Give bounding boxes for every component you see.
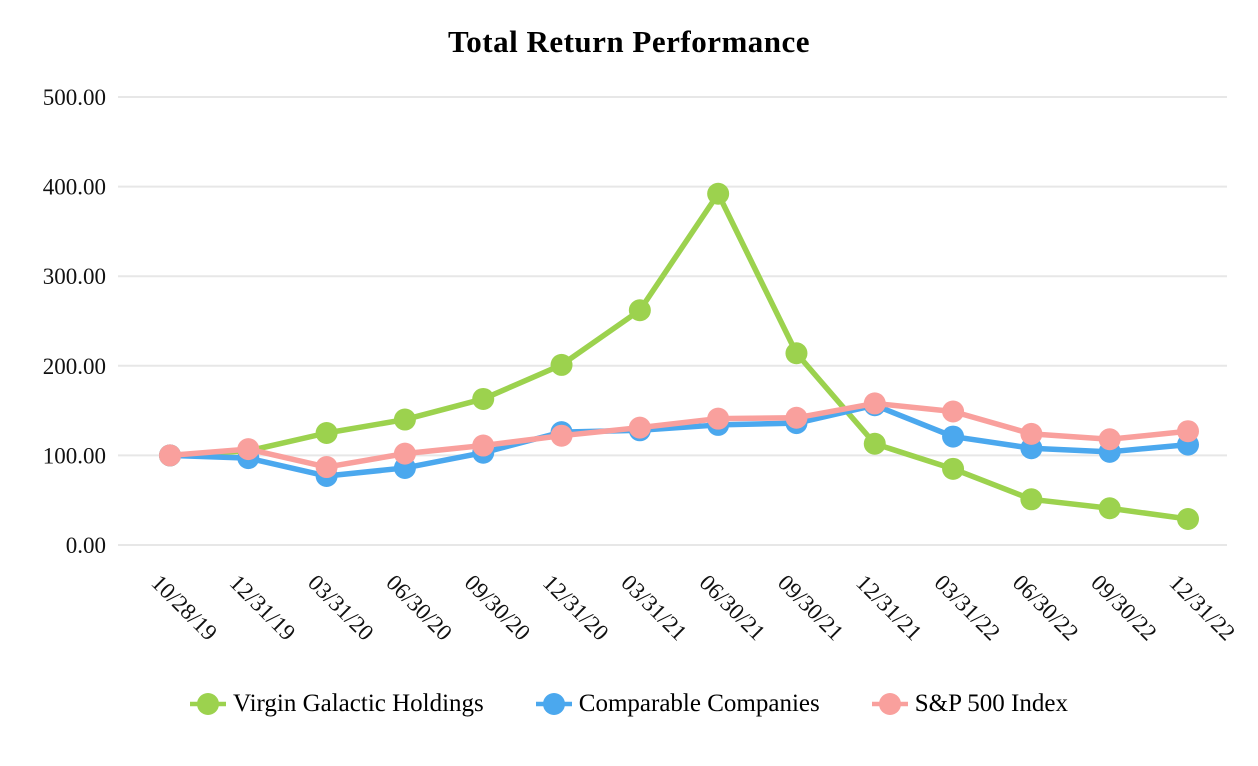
y-tick-label: 400.00 bbox=[43, 175, 106, 200]
x-tick-label: 09/30/21 bbox=[773, 570, 849, 646]
x-tick-label: 12/31/20 bbox=[538, 570, 614, 646]
x-tick-label: 06/30/21 bbox=[695, 570, 771, 646]
data-point-virgin-galactic-holdings bbox=[393, 408, 416, 431]
data-point-comparable-companies bbox=[942, 425, 965, 448]
legend-marker-icon bbox=[535, 693, 572, 715]
data-point-s-p-500-index bbox=[393, 442, 416, 465]
data-point-virgin-galactic-holdings bbox=[472, 387, 495, 410]
x-tick-label: 09/30/22 bbox=[1086, 570, 1162, 646]
legend: Virgin Galactic Holdings Comparable Compa… bbox=[0, 690, 1258, 718]
series-line-comparable-companies bbox=[167, 402, 1191, 479]
data-point-s-p-500-index bbox=[707, 407, 730, 430]
legend-item-comparable-companies: Comparable Companies bbox=[535, 690, 820, 718]
data-point-s-p-500-index bbox=[159, 444, 181, 467]
data-point-s-p-500-index bbox=[863, 392, 886, 415]
data-point-virgin-galactic-holdings bbox=[1098, 497, 1121, 520]
x-tick-label: 12/31/19 bbox=[225, 570, 301, 646]
x-tick-label: 06/30/20 bbox=[381, 570, 457, 646]
data-point-virgin-galactic-holdings bbox=[942, 457, 965, 480]
legend-marker-icon bbox=[190, 693, 227, 715]
x-tick-label: 09/30/20 bbox=[460, 570, 536, 646]
x-tick-label: 10/28/19 bbox=[146, 570, 222, 646]
data-point-virgin-galactic-holdings bbox=[550, 353, 573, 376]
data-point-virgin-galactic-holdings bbox=[1020, 488, 1043, 511]
x-tick-label: 06/30/22 bbox=[1008, 570, 1084, 646]
series-line-virgin-galactic-holdings bbox=[167, 191, 1191, 522]
y-tick-label: 500.00 bbox=[43, 85, 106, 110]
y-tick-label: 0.00 bbox=[66, 533, 106, 558]
data-point-s-p-500-index bbox=[1177, 420, 1199, 443]
x-tick-label: 12/31/22 bbox=[1164, 570, 1240, 646]
y-tick-label: 200.00 bbox=[43, 354, 106, 379]
legend-item-virgin-galactic-holdings: Virgin Galactic Holdings bbox=[190, 690, 484, 718]
data-point-virgin-galactic-holdings bbox=[1177, 508, 1199, 531]
x-tick-label: 03/31/20 bbox=[303, 570, 379, 646]
data-point-virgin-galactic-holdings bbox=[315, 422, 338, 444]
legend-label: Comparable Companies bbox=[578, 690, 820, 717]
data-point-virgin-galactic-holdings bbox=[785, 342, 808, 365]
data-point-s-p-500-index bbox=[550, 424, 573, 447]
y-tick-label: 100.00 bbox=[43, 443, 106, 468]
legend-label: Virgin Galactic Holdings bbox=[233, 690, 484, 717]
data-point-s-p-500-index bbox=[1098, 428, 1121, 451]
x-tick-label: 03/31/22 bbox=[930, 570, 1006, 646]
legend-label: S&P 500 Index bbox=[914, 690, 1068, 717]
data-point-virgin-galactic-holdings bbox=[863, 432, 886, 455]
x-tick-label: 12/31/21 bbox=[851, 570, 927, 646]
data-point-virgin-galactic-holdings bbox=[707, 182, 730, 205]
chart-title: Total Return Performance bbox=[447, 24, 811, 59]
x-tick-label: 03/31/21 bbox=[616, 570, 692, 646]
legend-marker-icon bbox=[871, 693, 908, 715]
data-point-s-p-500-index bbox=[785, 406, 808, 429]
data-point-s-p-500-index bbox=[628, 416, 651, 439]
data-point-s-p-500-index bbox=[1020, 422, 1043, 445]
data-point-s-p-500-index bbox=[315, 456, 338, 479]
y-tick-label: 300.00 bbox=[43, 264, 106, 289]
data-point-s-p-500-index bbox=[942, 400, 965, 423]
data-point-virgin-galactic-holdings bbox=[628, 299, 651, 322]
legend-item-s-p-500-index: S&P 500 Index bbox=[871, 690, 1068, 718]
data-point-s-p-500-index bbox=[472, 434, 495, 457]
data-point-s-p-500-index bbox=[237, 438, 260, 461]
series-line-s-p-500-index bbox=[167, 400, 1191, 470]
